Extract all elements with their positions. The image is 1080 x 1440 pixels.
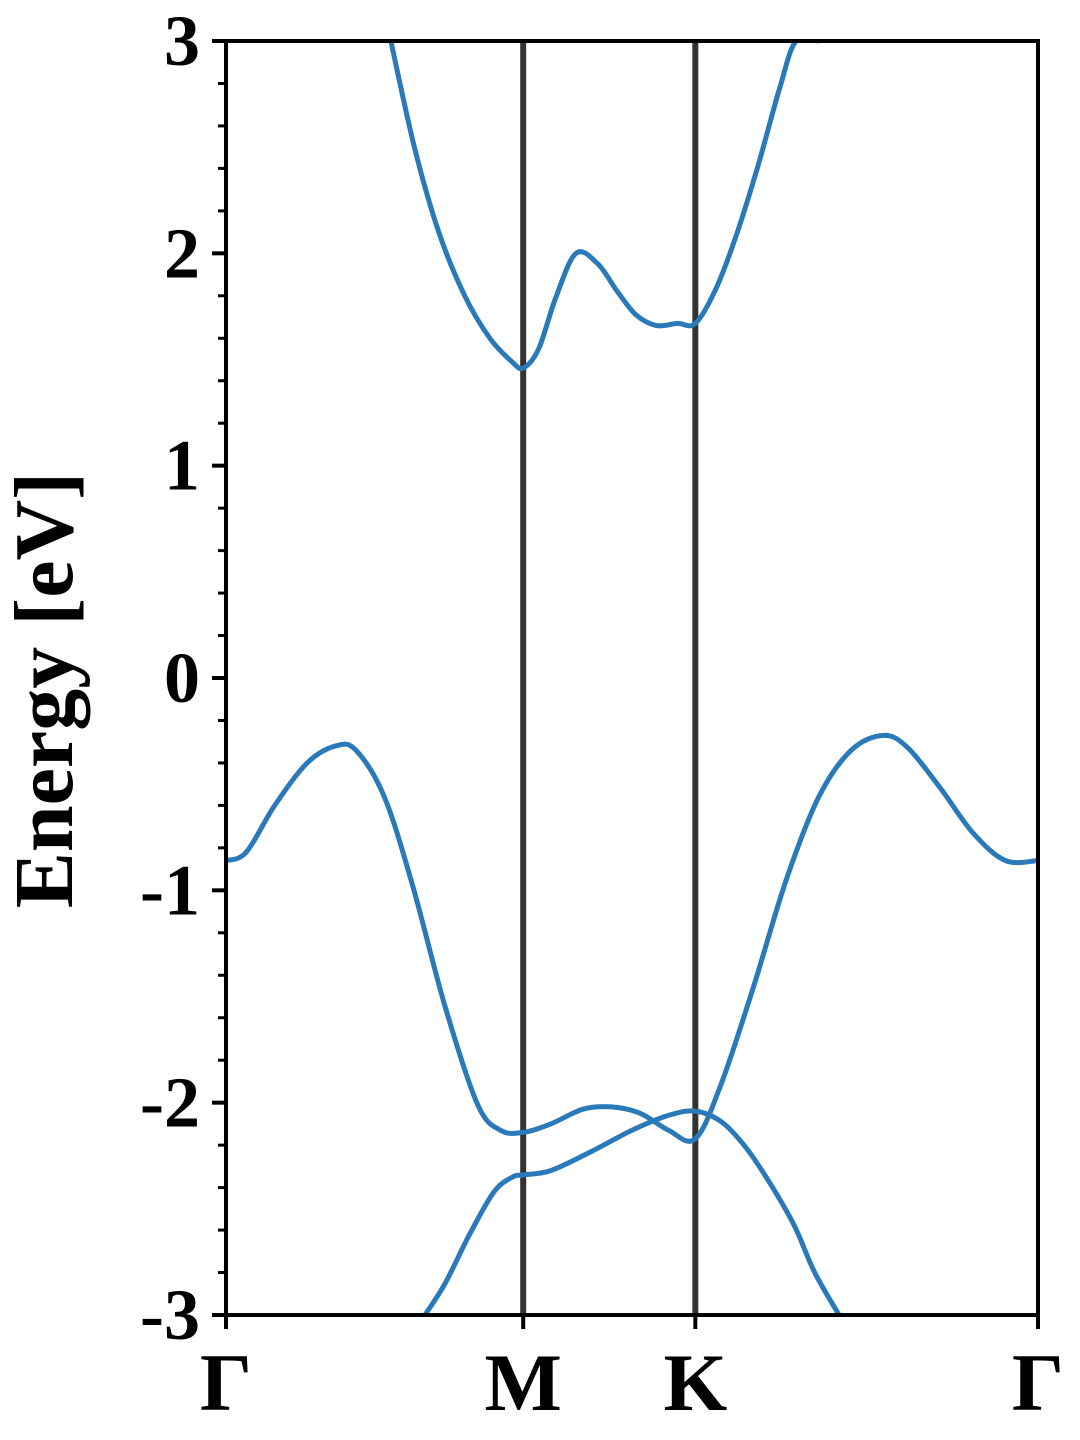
band-line-1 (226, 732, 1038, 1144)
y-tick-label: 0 (164, 638, 200, 718)
y-tick-label: 3 (164, 1, 200, 81)
y-tick-label: -2 (140, 1063, 200, 1143)
x-tick-label-0: Γ (200, 1337, 252, 1428)
plot-frame (224, 39, 1040, 1317)
y-tick-label: 2 (164, 213, 200, 293)
y-tick-label: -1 (140, 850, 200, 930)
band-line-2 (422, 1108, 842, 1315)
y-tick-label: -3 (140, 1275, 200, 1355)
y-axis-label: Energy [eV] (0, 472, 91, 908)
y-axis-ticks: -3 -2 -1 0 1 2 3 (140, 1, 226, 1355)
x-tick-label-3: Γ (1012, 1337, 1064, 1428)
x-tick-label-2: K (663, 1337, 727, 1428)
band-line-0 (388, 41, 819, 372)
band-series (226, 41, 1038, 1315)
high-symmetry-lines (520, 41, 699, 1315)
x-tick-label-1: M (484, 1337, 561, 1428)
y-tick-label: 1 (164, 426, 200, 506)
